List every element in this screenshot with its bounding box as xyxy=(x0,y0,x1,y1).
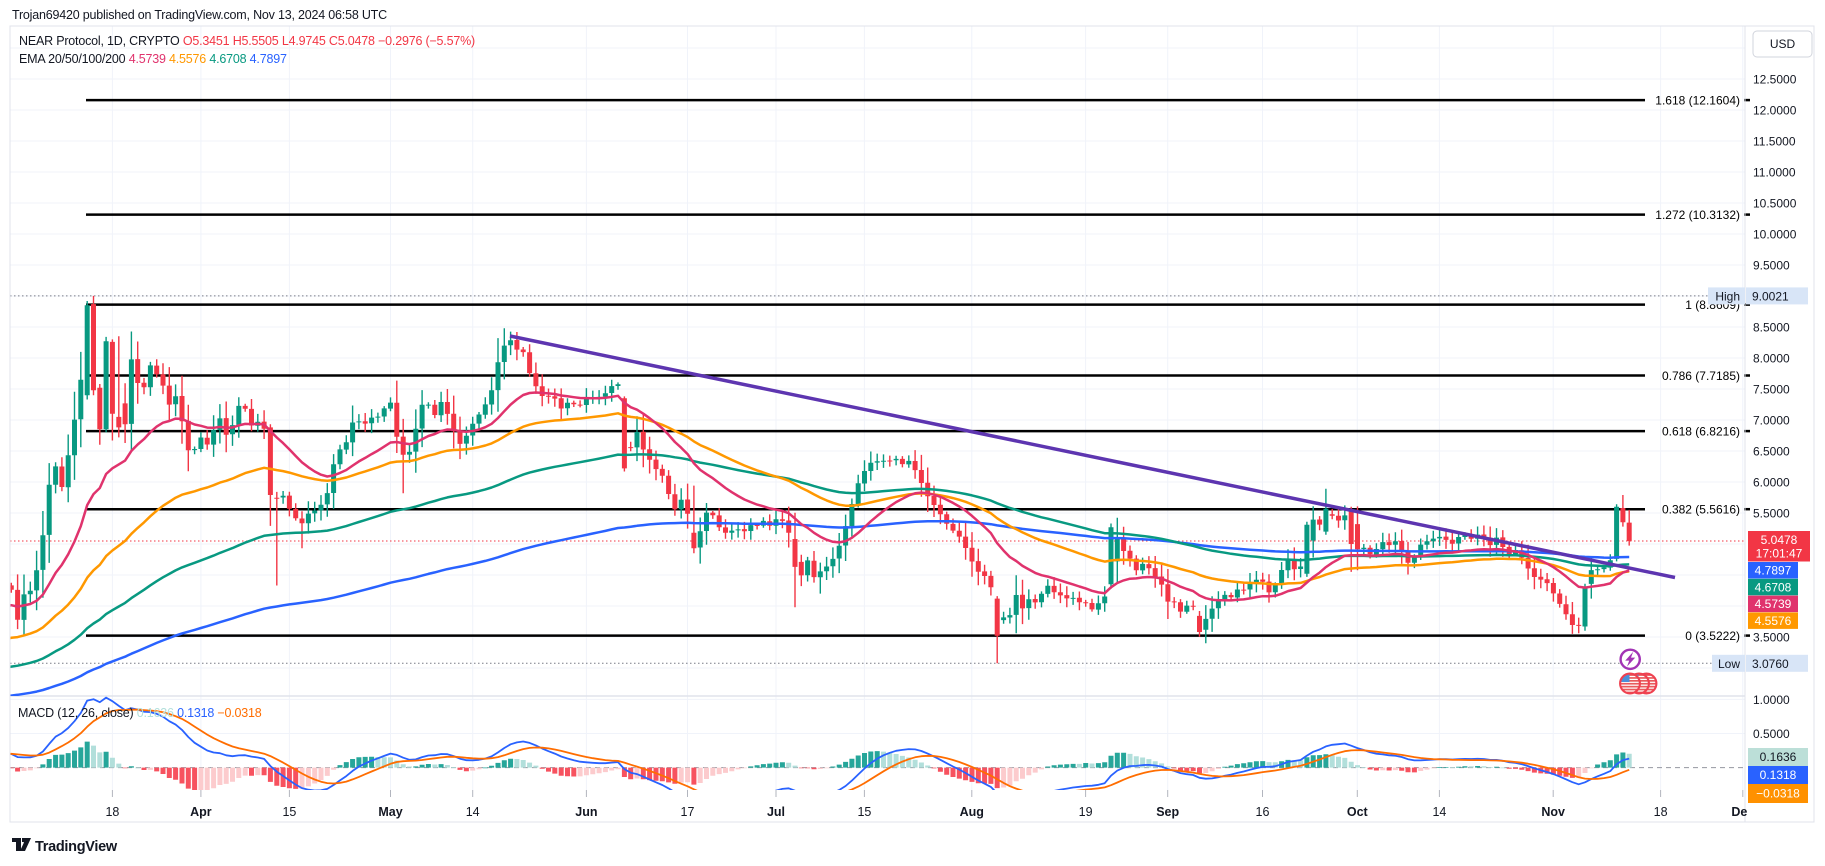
svg-text:9.0021: 9.0021 xyxy=(1752,289,1789,303)
svg-text:16: 16 xyxy=(1256,805,1270,819)
svg-text:EMA 20/50/100/200 4.5739 4.557: EMA 20/50/100/200 4.5739 4.5576 4.6708 4… xyxy=(19,52,287,66)
svg-text:12.5000: 12.5000 xyxy=(1753,73,1797,87)
svg-text:12.0000: 12.0000 xyxy=(1753,104,1797,118)
svg-text:1.272 (10.3132): 1.272 (10.3132) xyxy=(1655,208,1740,222)
svg-text:10.5000: 10.5000 xyxy=(1753,197,1797,211)
svg-text:MACD (12, 26, close) 0.1636 0.: MACD (12, 26, close) 0.1636 0.1318 −0.03… xyxy=(18,706,262,720)
svg-text:Trojan69420 published on Tradi: Trojan69420 published on TradingView.com… xyxy=(12,8,387,22)
svg-text:14: 14 xyxy=(466,805,480,819)
svg-text:7.0000: 7.0000 xyxy=(1753,414,1790,428)
svg-text:May: May xyxy=(378,805,402,819)
svg-text:18: 18 xyxy=(1654,805,1668,819)
svg-text:Sep: Sep xyxy=(1156,805,1179,819)
svg-text:9.5000: 9.5000 xyxy=(1753,259,1790,273)
svg-text:Dec: Dec xyxy=(1731,805,1754,819)
svg-text:Jul: Jul xyxy=(767,805,785,819)
svg-text:6.5000: 6.5000 xyxy=(1753,445,1790,459)
svg-text:8.5000: 8.5000 xyxy=(1753,321,1790,335)
svg-text:Oct: Oct xyxy=(1347,805,1369,819)
svg-text:5.0478: 5.0478 xyxy=(1761,533,1798,547)
svg-text:11.0000: 11.0000 xyxy=(1753,166,1796,180)
svg-text:−0.0318: −0.0318 xyxy=(1756,787,1800,801)
svg-text:4.5739: 4.5739 xyxy=(1755,597,1792,611)
svg-text:0.1636: 0.1636 xyxy=(1760,750,1797,764)
svg-text:4.7897: 4.7897 xyxy=(1755,564,1792,578)
svg-text:0 (3.5222): 0 (3.5222) xyxy=(1685,629,1740,643)
svg-text:Jun: Jun xyxy=(575,805,597,819)
svg-text:NEAR Protocol, 1D, CRYPTO O5.3: NEAR Protocol, 1D, CRYPTO O5.3451 H5.550… xyxy=(19,34,475,48)
svg-text:5.5000: 5.5000 xyxy=(1753,507,1790,521)
svg-text:17:01:47: 17:01:47 xyxy=(1756,547,1803,561)
svg-text:4.5576: 4.5576 xyxy=(1755,614,1792,628)
svg-text:15: 15 xyxy=(857,805,871,819)
svg-text:Low: Low xyxy=(1718,657,1740,671)
svg-text:0.382 (5.5616): 0.382 (5.5616) xyxy=(1662,503,1740,517)
svg-text:High: High xyxy=(1715,289,1740,303)
svg-text:6.0000: 6.0000 xyxy=(1753,476,1790,490)
svg-text:18: 18 xyxy=(105,805,119,819)
svg-text:0.618 (6.8216): 0.618 (6.8216) xyxy=(1662,425,1740,439)
svg-text:19: 19 xyxy=(1079,805,1093,819)
svg-text:3.5000: 3.5000 xyxy=(1753,631,1790,645)
svg-text:USD: USD xyxy=(1770,37,1796,51)
svg-text:1.0000: 1.0000 xyxy=(1753,693,1790,707)
svg-text:Nov: Nov xyxy=(1541,805,1565,819)
svg-text:0.1318: 0.1318 xyxy=(1760,768,1797,782)
svg-text:TradingView: TradingView xyxy=(35,839,118,855)
svg-text:4.6708: 4.6708 xyxy=(1755,580,1792,594)
svg-text:0.5000: 0.5000 xyxy=(1753,727,1790,741)
svg-text:7.5000: 7.5000 xyxy=(1753,383,1790,397)
svg-text:Aug: Aug xyxy=(960,805,984,819)
svg-text:15: 15 xyxy=(282,805,296,819)
svg-text:11.5000: 11.5000 xyxy=(1753,135,1796,149)
svg-text:Apr: Apr xyxy=(190,805,212,819)
svg-text:1.618 (12.1604): 1.618 (12.1604) xyxy=(1655,94,1740,108)
svg-text:17: 17 xyxy=(681,805,695,819)
svg-text:8.0000: 8.0000 xyxy=(1753,352,1790,366)
svg-text:14: 14 xyxy=(1432,805,1446,819)
svg-text:3.0760: 3.0760 xyxy=(1752,657,1789,671)
svg-text:10.0000: 10.0000 xyxy=(1753,228,1797,242)
svg-text:0.786 (7.7185): 0.786 (7.7185) xyxy=(1662,369,1740,383)
